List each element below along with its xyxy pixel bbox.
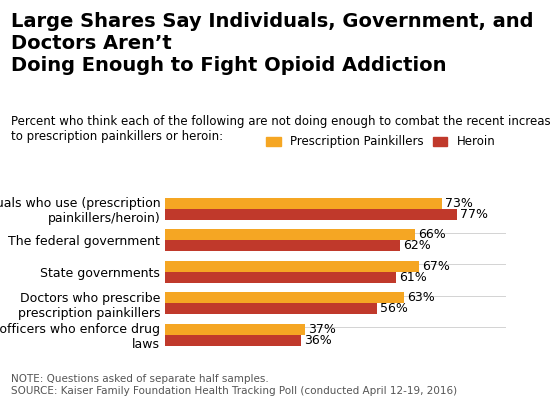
Bar (165, 303, 377, 314)
Text: 66%: 66% (418, 228, 446, 241)
Text: 73%: 73% (444, 197, 472, 210)
Legend: Prescription Painkillers, Heroin: Prescription Painkillers, Heroin (262, 131, 500, 153)
Text: 56%: 56% (380, 302, 408, 316)
Text: 37%: 37% (308, 323, 336, 336)
Text: 63%: 63% (407, 291, 434, 304)
Bar (165, 293, 404, 303)
Bar (165, 198, 442, 209)
Text: 62%: 62% (403, 239, 431, 253)
Bar (165, 209, 456, 220)
Text: 77%: 77% (460, 208, 488, 221)
Bar (165, 272, 396, 283)
Text: NOTE: Questions asked of separate half samples.
SOURCE: Kaiser Family Foundation: NOTE: Questions asked of separate half s… (11, 374, 457, 396)
Text: 67%: 67% (422, 260, 450, 273)
Text: 61%: 61% (399, 271, 427, 284)
Text: Percent who think each of the following are not doing enough to combat the recen: Percent who think each of the following … (11, 115, 550, 143)
Bar (165, 324, 305, 335)
Bar (165, 335, 301, 346)
Bar (165, 241, 400, 251)
Text: 36%: 36% (305, 334, 332, 347)
Bar (165, 229, 415, 241)
Text: Large Shares Say Individuals, Government, and Doctors Aren’t
Doing Enough to Fig: Large Shares Say Individuals, Government… (11, 12, 534, 75)
Bar (165, 261, 419, 272)
